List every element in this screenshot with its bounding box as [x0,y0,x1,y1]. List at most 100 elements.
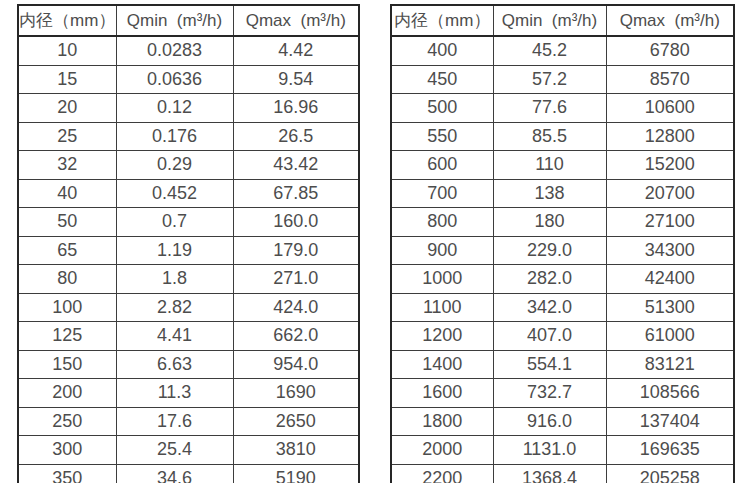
table-cell: 77.6 [493,94,606,123]
table-cell: 0.29 [116,151,233,180]
table-cell: 110 [493,151,606,180]
table-row: 400.45267.85 [18,179,359,208]
table-cell: 10 [18,36,116,65]
flow-table-large-diameters: 内径（mm）Qmin (m³/h)Qmax (m³/h) 40045.26780… [390,4,735,483]
table-cell: 550 [391,122,493,151]
table-cell: 179.0 [233,236,359,265]
table-cell: 108566 [606,379,734,408]
table-cell: 67.85 [233,179,359,208]
table-row: 25017.62650 [18,407,359,436]
table-cell: 954.0 [233,350,359,379]
table-row: 1000282.042400 [391,265,734,294]
table-cell: 800 [391,208,493,237]
table-cell: 42400 [606,265,734,294]
table-cell: 160.0 [233,208,359,237]
table-cell: 137404 [606,407,734,436]
table-row: 22001368.4205258 [391,464,734,483]
table-row: 30025.43810 [18,436,359,465]
column-header: Qmax (m³/h) [606,5,734,36]
table-cell: 700 [391,179,493,208]
table-cell: 2.82 [116,293,233,322]
table-row: 1200407.061000 [391,322,734,351]
table-cell: 17.6 [116,407,233,436]
table-cell: 83121 [606,350,734,379]
table-cell: 0.0283 [116,36,233,65]
flow-table-small-diameters: 内径（mm）Qmin (m³/h)Qmax (m³/h) 100.02834.4… [17,4,360,483]
column-header: Qmin (m³/h) [493,5,606,36]
table-cell: 282.0 [493,265,606,294]
table-row: 1400554.183121 [391,350,734,379]
table-cell: 554.1 [493,350,606,379]
table-cell: 10600 [606,94,734,123]
table-row: 70013820700 [391,179,734,208]
table-cell: 25 [18,122,116,151]
table-cell: 8570 [606,65,734,94]
table-row: 80018027100 [391,208,734,237]
table-row: 150.06369.54 [18,65,359,94]
table-row: 20011.31690 [18,379,359,408]
column-header: 内径（mm） [391,5,493,36]
table-cell: 32 [18,151,116,180]
table-row: 55085.512800 [391,122,734,151]
table-cell: 80 [18,265,116,294]
table-cell: 0.176 [116,122,233,151]
table-row: 801.8271.0 [18,265,359,294]
table-cell: 1.8 [116,265,233,294]
table-cell: 1400 [391,350,493,379]
table-cell: 3810 [233,436,359,465]
table-cell: 6780 [606,36,734,65]
table-cell: 45.2 [493,36,606,65]
table-cell: 34.6 [116,464,233,483]
table-cell: 1368.4 [493,464,606,483]
table-body: 40045.2678045057.2857050077.61060055085.… [391,36,734,483]
table-cell: 40 [18,179,116,208]
table-cell: 100 [18,293,116,322]
table-body: 100.02834.42150.06369.54200.1216.96250.1… [18,36,359,483]
table-cell: 51300 [606,293,734,322]
table-row: 200.1216.96 [18,94,359,123]
table-row: 651.19179.0 [18,236,359,265]
table-cell: 65 [18,236,116,265]
table-cell: 0.12 [116,94,233,123]
table-cell: 271.0 [233,265,359,294]
table-cell: 43.42 [233,151,359,180]
table-cell: 150 [18,350,116,379]
table-row: 50077.610600 [391,94,734,123]
table-cell: 2200 [391,464,493,483]
table-cell: 12800 [606,122,734,151]
table-cell: 57.2 [493,65,606,94]
table-cell: 732.7 [493,379,606,408]
table-cell: 50 [18,208,116,237]
header-row: 内径（mm）Qmin (m³/h)Qmax (m³/h) [18,5,359,36]
table-cell: 1600 [391,379,493,408]
table-cell: 342.0 [493,293,606,322]
table-cell: 1690 [233,379,359,408]
table-cell: 85.5 [493,122,606,151]
table-cell: 2650 [233,407,359,436]
table-cell: 0.7 [116,208,233,237]
table-cell: 407.0 [493,322,606,351]
table-cell: 1131.0 [493,436,606,465]
table-cell: 4.42 [233,36,359,65]
table-row: 1506.63954.0 [18,350,359,379]
table-cell: 300 [18,436,116,465]
table-cell: 6.63 [116,350,233,379]
table-row: 500.7160.0 [18,208,359,237]
table-cell: 662.0 [233,322,359,351]
table-cell: 600 [391,151,493,180]
table-cell: 424.0 [233,293,359,322]
table-cell: 34300 [606,236,734,265]
table-cell: 0.452 [116,179,233,208]
table-row: 1002.82424.0 [18,293,359,322]
table-cell: 205258 [606,464,734,483]
table-row: 20001131.0169635 [391,436,734,465]
table-cell: 15 [18,65,116,94]
table-row: 60011015200 [391,151,734,180]
table-row: 250.17626.5 [18,122,359,151]
table-cell: 180 [493,208,606,237]
table-cell: 450 [391,65,493,94]
table-cell: 900 [391,236,493,265]
table-cell: 4.41 [116,322,233,351]
table-row: 1600732.7108566 [391,379,734,408]
table-cell: 125 [18,322,116,351]
